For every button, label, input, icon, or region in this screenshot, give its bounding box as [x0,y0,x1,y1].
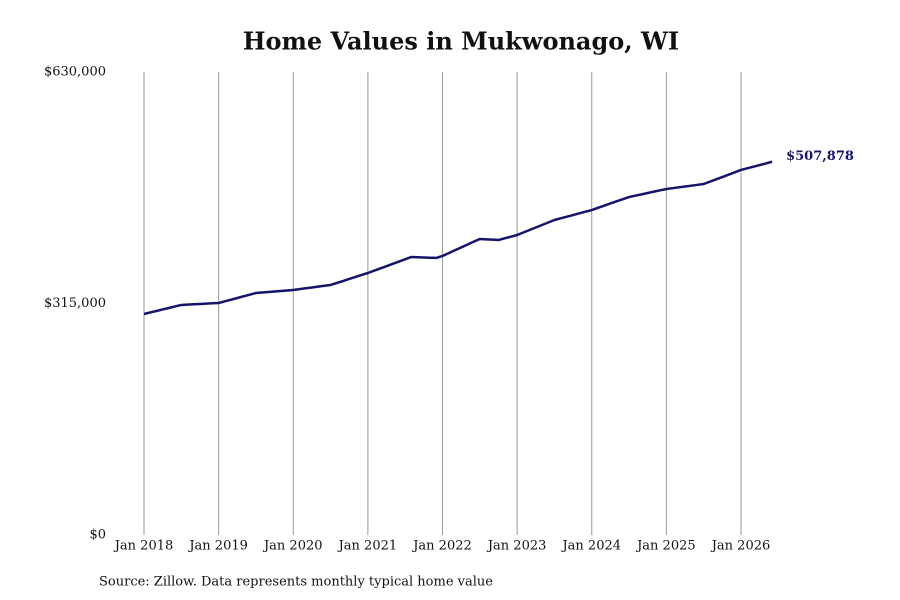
line [143,160,773,316]
x-tick-label: Jan 2023 [486,539,547,554]
y-tick-label: $315,000 [44,296,106,311]
x-tick-label: Jan 2019 [187,539,248,554]
y-tick-label: $0 [89,528,106,543]
y-tick-label: $630,000 [44,65,106,80]
chart-title: Home Values in Mukwonago, WI [243,27,679,56]
source-note: Source: Zillow. Data represents monthly … [99,575,493,590]
x-tick-label: Jan 2025 [635,539,696,554]
x-tick-label: Jan 2018 [113,539,174,554]
value-label: $507,878 [786,149,854,164]
x-tick-label: Jan 2021 [337,539,398,554]
x-tick-label: Jan 2026 [710,539,771,554]
x-tick-label: Jan 2024 [560,539,621,554]
x-tick-label: Jan 2022 [411,539,472,554]
x-tick-label: Jan 2020 [262,539,323,554]
